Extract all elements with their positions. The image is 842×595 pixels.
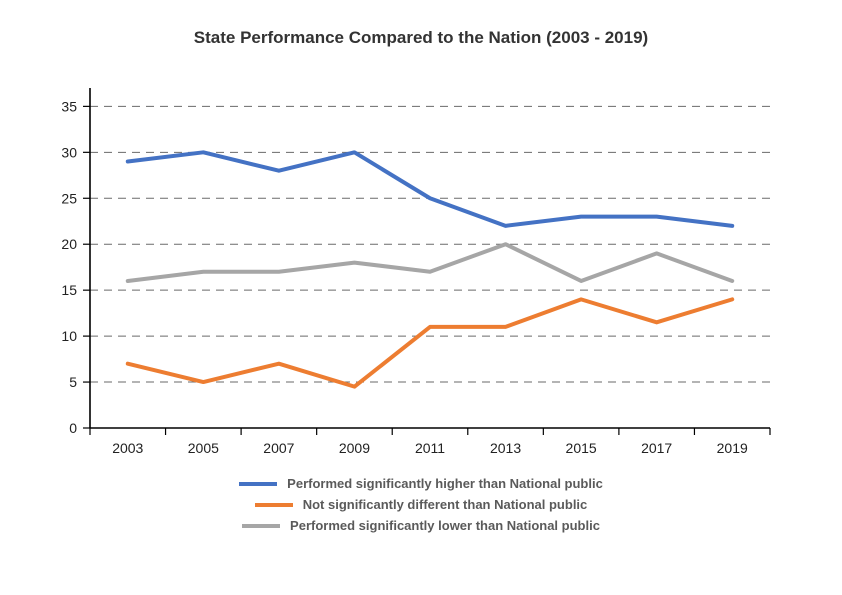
x-tick-label: 2011 <box>415 440 445 456</box>
legend-swatch <box>242 524 280 528</box>
y-tick-label: 10 <box>61 328 77 344</box>
legend-swatch <box>255 503 293 507</box>
y-tick-label: 0 <box>69 420 77 436</box>
legend-item-not_different: Not significantly different than Nationa… <box>0 497 842 512</box>
series-higher <box>128 152 732 226</box>
y-tick-label: 35 <box>61 98 77 114</box>
legend-label: Performed significantly higher than Nati… <box>287 476 603 491</box>
x-tick-label: 2015 <box>566 440 597 456</box>
x-tick-label: 2019 <box>717 440 748 456</box>
x-tick-label: 2009 <box>339 440 370 456</box>
line-chart: 0 5 10 15 20 25 30 35 2003 2005 2007 2009 2011 2013 20… <box>0 0 842 470</box>
series-lower <box>128 244 732 281</box>
x-tick-label: 2005 <box>188 440 219 456</box>
y-tick-label: 5 <box>69 374 77 390</box>
series-not_different <box>128 299 732 386</box>
y-tick-label: 30 <box>61 144 77 160</box>
chart-legend: Performed significantly higher than Nati… <box>0 470 842 539</box>
legend-swatch <box>239 482 277 486</box>
legend-label: Not significantly different than Nationa… <box>303 497 588 512</box>
legend-item-higher: Performed significantly higher than Nati… <box>0 476 842 491</box>
y-tick-label: 15 <box>61 282 77 298</box>
y-tick-label: 25 <box>61 190 77 206</box>
legend-label: Performed significantly lower than Natio… <box>290 518 600 533</box>
chart-container: State Performance Compared to the Nation… <box>0 0 842 595</box>
legend-item-lower: Performed significantly lower than Natio… <box>0 518 842 533</box>
x-tick-label: 2007 <box>263 440 294 456</box>
x-tick-label: 2017 <box>641 440 672 456</box>
x-tick-label: 2003 <box>112 440 143 456</box>
x-tick-label: 2013 <box>490 440 521 456</box>
y-tick-label: 20 <box>61 236 77 252</box>
